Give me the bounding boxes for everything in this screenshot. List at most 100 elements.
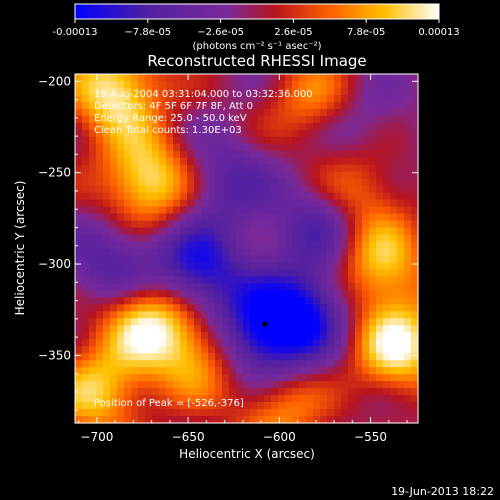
- heatmap-cell: [376, 178, 384, 187]
- heatmap-cell: [138, 346, 146, 354]
- heatmap-cell: [166, 185, 174, 194]
- heatmap-cell: [383, 122, 391, 131]
- heatmap-cell: [215, 150, 223, 159]
- heatmap-cell: [208, 360, 216, 368]
- heatmap-cell: [243, 94, 251, 103]
- heatmap-cell: [404, 360, 412, 368]
- heatmap-cell: [236, 332, 244, 340]
- heatmap-cell: [257, 150, 265, 159]
- heatmap-cell: [320, 283, 328, 291]
- heatmap-cell: [194, 255, 202, 264]
- heatmap-cell: [285, 115, 293, 124]
- heatmap-cell: [320, 248, 328, 257]
- heatmap-cell: [75, 283, 83, 291]
- heatmap-cell: [383, 171, 391, 180]
- heatmap-cell: [215, 136, 223, 145]
- heatmap-cell: [236, 94, 244, 103]
- heatmap-cell: [327, 122, 335, 131]
- heatmap-cell: [166, 416, 174, 424]
- heatmap-cell: [285, 220, 293, 229]
- heatmap-cell: [243, 311, 251, 319]
- heatmap-cell: [264, 360, 272, 368]
- heatmap-cell: [397, 248, 405, 257]
- heatmap-cell: [180, 220, 188, 229]
- heatmap-cell: [222, 122, 230, 131]
- heatmap-cell: [166, 360, 174, 368]
- heatmap-cell: [201, 248, 209, 257]
- heatmap-cell: [243, 255, 251, 264]
- heatmap-cell: [159, 227, 167, 236]
- heatmap-cell: [362, 87, 370, 96]
- heatmap-cell: [271, 262, 279, 271]
- heatmap-cell: [131, 108, 139, 117]
- heatmap-cell: [82, 150, 90, 159]
- heatmap-cell: [194, 157, 202, 166]
- heatmap-cell: [152, 248, 160, 257]
- heatmap-cell: [292, 353, 300, 361]
- heatmap-cell: [355, 213, 363, 222]
- heatmap-cell: [250, 353, 258, 361]
- heatmap-cell: [89, 122, 97, 131]
- heatmap-cell: [257, 136, 265, 145]
- heatmap-cell: [166, 220, 174, 229]
- heatmap-cell: [292, 87, 300, 96]
- heatmap-cell: [187, 262, 195, 271]
- heatmap-cell: [110, 374, 118, 382]
- heatmap-cell: [110, 262, 118, 271]
- heatmap-cell: [152, 108, 160, 117]
- heatmap-cell: [306, 402, 314, 410]
- heatmap-cell: [145, 283, 153, 291]
- heatmap-cell: [229, 136, 237, 145]
- heatmap-cell: [362, 248, 370, 257]
- heatmap-cell: [215, 234, 223, 243]
- heatmap-cell: [229, 87, 237, 96]
- heatmap-cell: [173, 402, 181, 410]
- heatmap-cell: [341, 157, 349, 166]
- heatmap-cell: [313, 87, 321, 96]
- heatmap-cell: [383, 248, 391, 257]
- heatmap-cell: [362, 395, 370, 403]
- heatmap-cell: [89, 311, 97, 319]
- heatmap-cell: [117, 150, 125, 159]
- heatmap-cell: [117, 416, 125, 424]
- heatmap-cell: [313, 255, 321, 264]
- heatmap-cell: [75, 374, 83, 382]
- heatmap-cell: [75, 360, 83, 368]
- heatmap-cell: [264, 402, 272, 410]
- heatmap-cell: [236, 325, 244, 333]
- heatmap-cell: [96, 199, 104, 208]
- heatmap-cell: [96, 311, 104, 319]
- heatmap-cell: [138, 374, 146, 382]
- heatmap-cell: [285, 269, 293, 278]
- heatmap-cell: [215, 101, 223, 110]
- heatmap-cell: [383, 325, 391, 333]
- heatmap-cell: [376, 94, 384, 103]
- heatmap-cell: [229, 269, 237, 278]
- heatmap-cell: [194, 199, 202, 208]
- heatmap-cell: [264, 101, 272, 110]
- heatmap-cell: [390, 332, 398, 340]
- heatmap-cell: [376, 381, 384, 389]
- heatmap-cell: [404, 395, 412, 403]
- heatmap-cell: [236, 234, 244, 243]
- heatmap-cell: [110, 94, 118, 103]
- heatmap-cell: [320, 402, 328, 410]
- heatmap-cell: [110, 234, 118, 243]
- heatmap-cell: [222, 234, 230, 243]
- heatmap-cell: [292, 255, 300, 264]
- heatmap-cell: [124, 402, 132, 410]
- heatmap-cell: [152, 283, 160, 291]
- heatmap-cell: [306, 332, 314, 340]
- heatmap-cell: [355, 318, 363, 326]
- heatmap-cell: [285, 255, 293, 264]
- heatmap-cell: [390, 339, 398, 347]
- heatmap-cell: [222, 339, 230, 347]
- heatmap-cell: [82, 227, 90, 236]
- heatmap-cell: [362, 150, 370, 159]
- heatmap-cell: [264, 185, 272, 194]
- heatmap-cell: [201, 171, 209, 180]
- heatmap-cell: [257, 290, 265, 298]
- heatmap-cell: [96, 122, 104, 131]
- heatmap-cell: [208, 157, 216, 166]
- heatmap-cell: [306, 136, 314, 145]
